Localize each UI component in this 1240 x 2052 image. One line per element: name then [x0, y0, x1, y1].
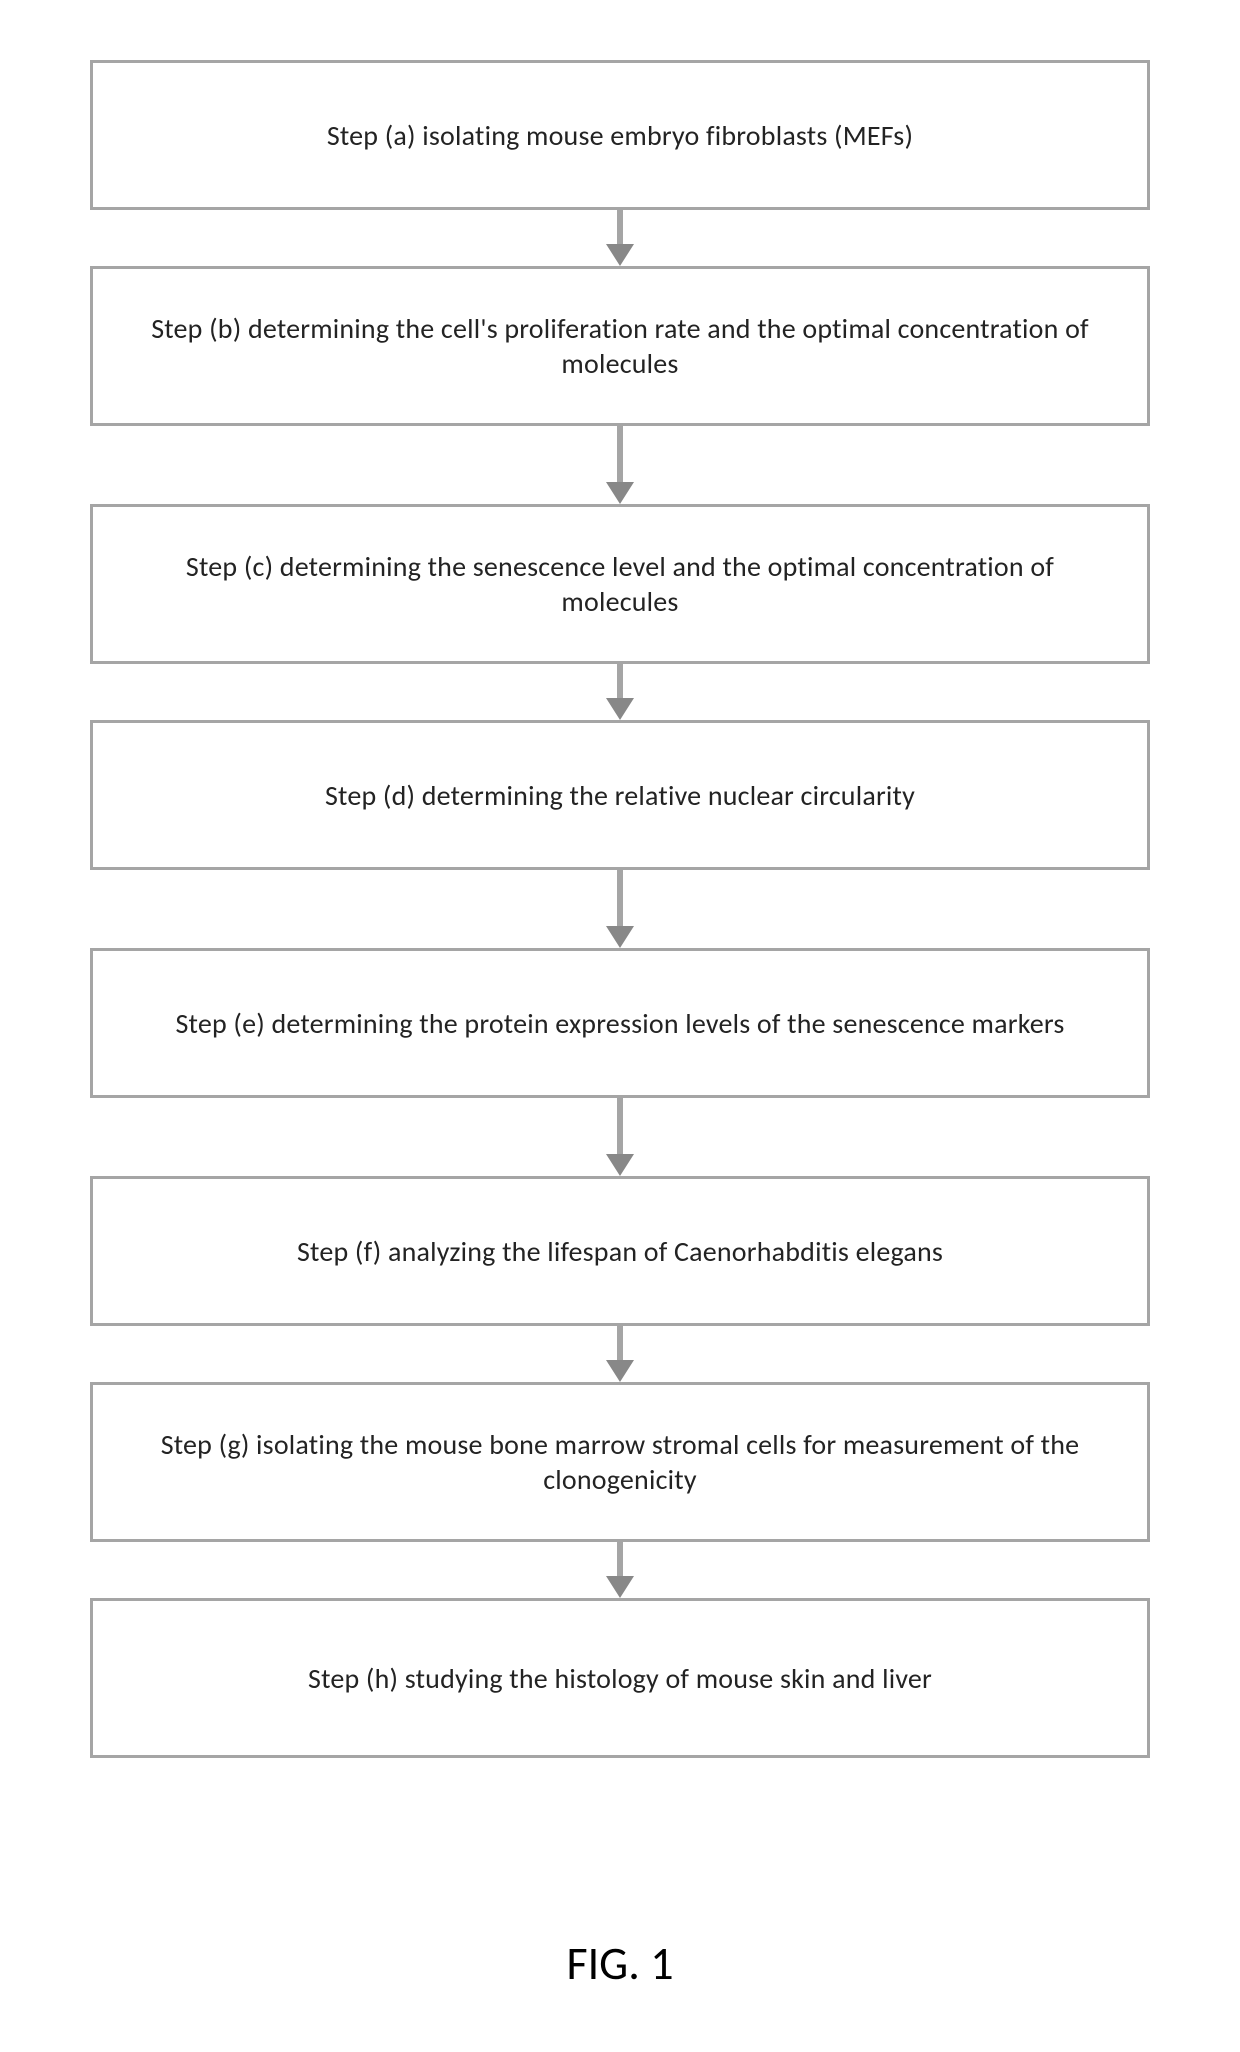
flow-step-g: Step (g) isolating the mouse bone marrow… [90, 1382, 1150, 1542]
flow-step-b: Step (b) determining the cell's prolifer… [90, 266, 1150, 426]
flow-arrow-0 [617, 210, 623, 266]
flow-step-e: Step (e) determining the protein express… [90, 948, 1150, 1098]
flow-arrow-1 [617, 426, 623, 504]
flow-step-d: Step (d) determining the relative nuclea… [90, 720, 1150, 870]
flow-step-a: Step (a) isolating mouse embryo fibrobla… [90, 60, 1150, 210]
flow-arrow-5 [617, 1326, 623, 1382]
flow-step-c: Step (c) determining the senescence leve… [90, 504, 1150, 664]
flow-arrow-6 [617, 1542, 623, 1598]
flow-arrow-2 [617, 664, 623, 720]
flow-arrow-4 [617, 1098, 623, 1176]
figure-page: Step (a) isolating mouse embryo fibrobla… [0, 0, 1240, 2052]
flowchart: Step (a) isolating mouse embryo fibrobla… [90, 60, 1150, 1758]
flow-step-h: Step (h) studying the histology of mouse… [90, 1598, 1150, 1758]
figure-caption: FIG. 1 [0, 1936, 1240, 1992]
flow-arrow-3 [617, 870, 623, 948]
flow-step-f: Step (f) analyzing the lifespan of Caeno… [90, 1176, 1150, 1326]
